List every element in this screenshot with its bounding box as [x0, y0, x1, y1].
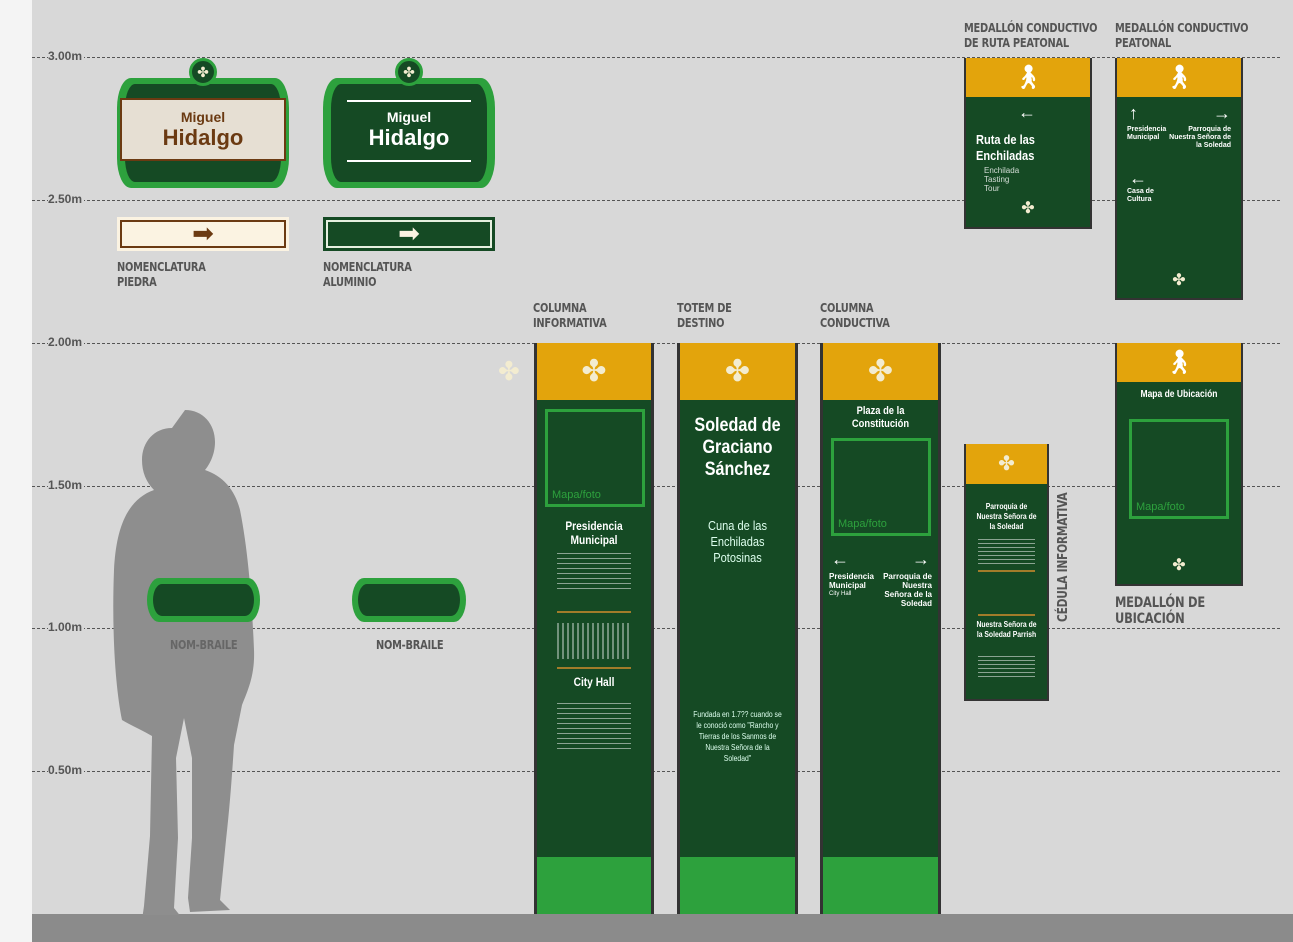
caption-nomenclatura-aluminio: NOMENCLATURA ALUMINIO	[323, 260, 412, 289]
sign-last-name: Hidalgo	[162, 125, 244, 150]
pinwheel-icon: ✤	[680, 343, 795, 400]
title-es: Presidencia Municipal	[565, 519, 623, 547]
pedestrian-icon: 🚶︎	[1117, 58, 1241, 97]
arrow-plate-stone: ➡	[117, 217, 289, 251]
ground	[32, 914, 1293, 942]
up-destination: Presidencia Municipal	[1127, 126, 1167, 141]
map-placeholder-label: Mapa/foto	[1136, 501, 1185, 513]
pinwheel-icon: ✤	[498, 356, 520, 386]
medallon-ubicacion: 🚶︎ Mapa de Ubicación Mapa/foto ✤	[1115, 343, 1243, 586]
caption-nomenclatura-piedra: NOMENCLATURA PIEDRA	[117, 260, 206, 289]
caption-cedula-informativa: CÉDULA INFORMATIVA	[1056, 492, 1071, 622]
pinwheel-icon: ✤	[966, 444, 1047, 484]
street-sign-aluminum: ✤ Miguel Hidalgo	[323, 58, 495, 190]
totem-title: Soledad de Graciano Sánchez	[694, 415, 781, 480]
pinwheel-icon: ✤	[395, 58, 423, 86]
guide-1m	[32, 628, 1280, 629]
guide-0.5m	[32, 771, 1280, 772]
caption-totem-destino: TOTEM DE DESTINO	[677, 301, 732, 330]
level-label: 1.00m	[48, 620, 85, 634]
medallon-ruta-peatonal: 🚶︎ ← Ruta de las Enchiladas Enchilada Ta…	[964, 58, 1092, 229]
pedestrian-icon: 🚶︎	[966, 58, 1090, 97]
ubicacion-title: Mapa de Ubicación	[1140, 389, 1218, 400]
arrow-left-icon: ←	[831, 549, 849, 569]
level-label: 2.00m	[48, 335, 85, 349]
arrow-right-icon: →	[912, 549, 930, 569]
level-label: 3.00m	[48, 49, 85, 63]
braille-plate	[352, 578, 466, 622]
pinwheel-icon: ✤	[1172, 272, 1186, 289]
right-destination: Parroquia de Nuestra Señora de la Soleda…	[883, 572, 932, 608]
arrow-left-icon: ←	[1018, 102, 1036, 122]
cedula-informativa: ✤ Parroquia de Nuestra Señora de la Sole…	[964, 444, 1049, 701]
guide-2m	[32, 343, 1280, 344]
title-en: City Hall	[573, 675, 615, 689]
totem-footer: Fundada en 1.7?? cuando se le conoció co…	[693, 710, 782, 763]
left-edge	[0, 0, 32, 942]
left-destination-en: City Hall	[829, 591, 852, 597]
conductiva-title: Plaza de la Constitución	[851, 405, 910, 430]
totem-destino: ✤ Soledad de Graciano Sánchez Cuna de la…	[677, 343, 798, 914]
person-silhouette	[113, 410, 255, 915]
cedula-title-es: Parroquia de Nuestra Señora de la Soleda…	[976, 502, 1037, 531]
ruta-title: Ruta de las Enchiladas	[976, 132, 1035, 163]
left-destination: Casa de Cultura	[1127, 188, 1154, 203]
sign-first-name: Miguel	[180, 109, 226, 125]
arrow-plate-aluminum: ➡	[323, 217, 495, 251]
left-destination: Presidencia Municipal	[829, 572, 874, 590]
guide-1.5m	[32, 486, 1280, 487]
cedula-title-en: Nuestra Señora de la Soledad Parrish	[976, 620, 1037, 639]
medallon-conductivo-peatonal: 🚶︎ ↑ → Presidencia Municipal Parroquia d…	[1115, 58, 1243, 300]
caption-nom-braile: NOM-BRAILE	[376, 638, 444, 652]
level-label: 0.50m	[48, 763, 85, 777]
pinwheel-icon: ✤	[537, 343, 651, 400]
sign-first-name: Miguel	[386, 109, 432, 125]
caption-medallon-ruta: MEDALLÓN CONDUCTIVO DE RUTA PEATONAL	[964, 21, 1098, 50]
caption-medallon-ubicacion: MEDALLÓN DE UBICACIÓN	[1115, 595, 1205, 627]
caption-nom-braile: NOM-BRAILE	[170, 638, 238, 652]
columna-informativa: ✤ Mapa/foto Presidencia Municipal City H…	[534, 343, 654, 914]
arrow-right-icon: ➡	[120, 220, 286, 248]
guide-2.5m	[32, 200, 1280, 201]
level-label: 1.50m	[48, 478, 85, 492]
pinwheel-icon: ✤	[823, 343, 938, 400]
pinwheel-icon: ✤	[1021, 200, 1035, 217]
arrow-left-icon: ←	[1129, 168, 1147, 188]
street-sign-stone: ✤ Miguel Hidalgo	[117, 58, 289, 190]
level-label: 2.50m	[48, 192, 85, 206]
caption-columna-conductiva: COLUMNA CONDUCTIVA	[820, 301, 890, 330]
guide-3m	[32, 57, 1280, 58]
pedestrian-icon: 🚶︎	[1117, 343, 1241, 382]
arrow-right-icon: →	[1213, 103, 1231, 123]
arrow-up-icon: ↑	[1129, 103, 1138, 123]
caption-medallon-peatonal: MEDALLÓN CONDUCTIVO PEATONAL	[1115, 21, 1249, 50]
columna-conductiva: ✤ Plaza de la Constitución Mapa/foto ← →…	[820, 343, 941, 914]
caption-columna-informativa: COLUMNA INFORMATIVA	[533, 301, 607, 330]
braille-plate	[147, 578, 260, 622]
sign-last-name: Hidalgo	[368, 125, 450, 150]
map-placeholder-label: Mapa/foto	[552, 489, 601, 501]
ruta-subtitle: Enchilada Tasting Tour	[984, 166, 1020, 193]
totem-subtitle: Cuna de las Enchiladas Potosinas	[708, 518, 767, 565]
map-placeholder-label: Mapa/foto	[838, 518, 887, 530]
pinwheel-icon: ✤	[1172, 557, 1186, 574]
pinwheel-icon: ✤	[189, 58, 217, 86]
right-destination: Parroquia de Nuestra Señora de la Soleda…	[1169, 126, 1231, 149]
arrow-right-icon: ➡	[326, 220, 492, 248]
